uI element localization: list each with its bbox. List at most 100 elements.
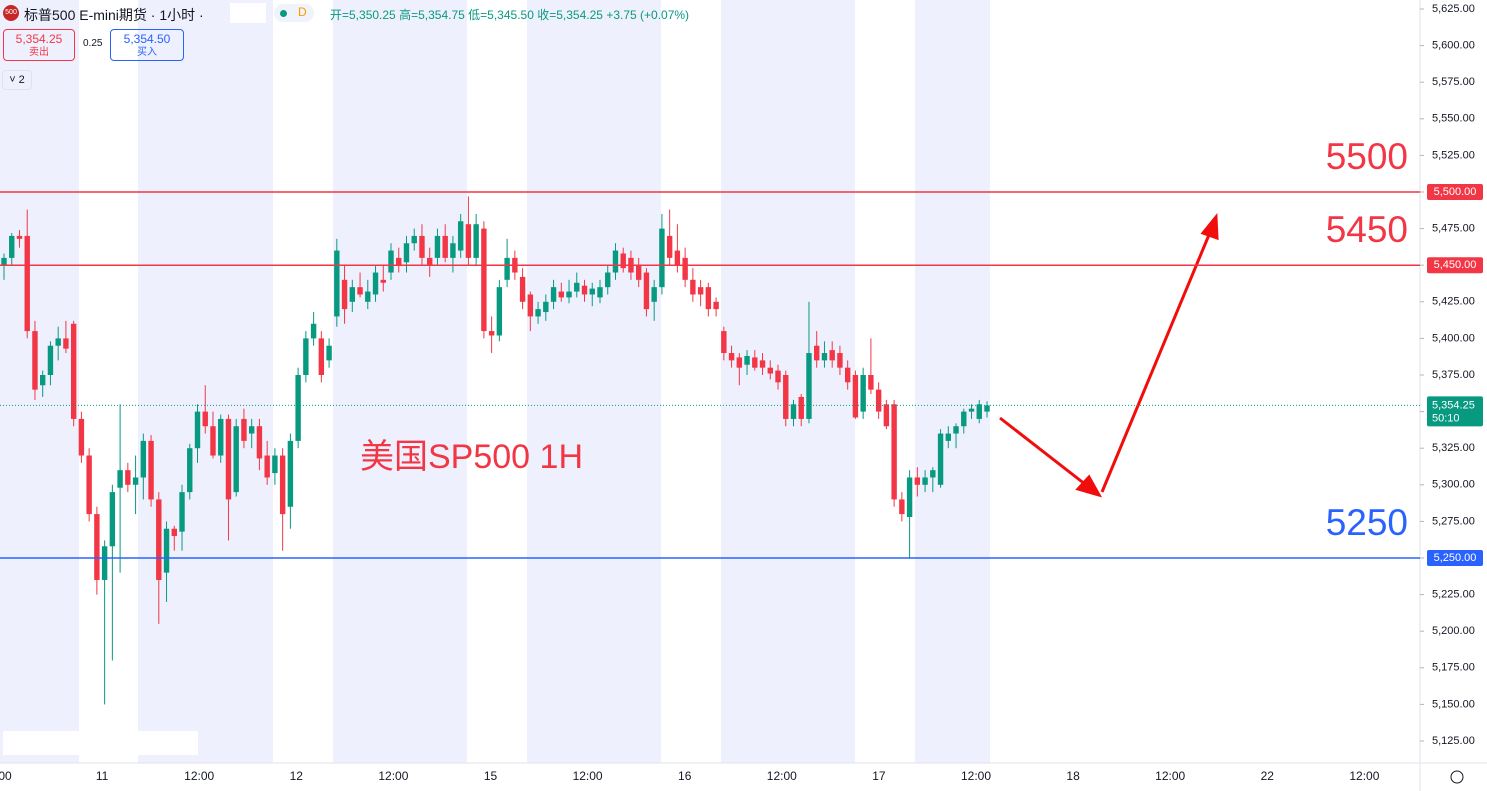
- session-shading: [0, 0, 990, 763]
- spread: 0.25: [83, 38, 103, 49]
- x-tick-label: 12: [290, 769, 304, 783]
- y-tick-label: 5,575.00: [1432, 76, 1475, 88]
- candle-body: [906, 477, 913, 518]
- candle-body: [202, 411, 208, 427]
- candle-body: [303, 338, 309, 375]
- candle-body: [109, 492, 116, 547]
- candle-body: [914, 477, 921, 485]
- status-pill: D: [274, 4, 314, 22]
- settings-icon[interactable]: [1450, 770, 1464, 784]
- candle-body: [496, 287, 503, 336]
- sell-price: 5,354.25: [15, 32, 63, 46]
- candle-body: [63, 338, 69, 349]
- candle-body: [396, 257, 402, 266]
- candle-body: [752, 357, 758, 368]
- buy-button[interactable]: 5,354.50 买入: [110, 29, 184, 61]
- redaction: [3, 731, 198, 755]
- ohlc-legend: 开=5,350.25 高=5,354.75 低=5,345.50 收=5,354…: [330, 6, 689, 23]
- session-band: [138, 0, 273, 763]
- candle-body: [179, 492, 185, 532]
- y-tick-label: 5,300.00: [1432, 479, 1475, 491]
- y-tick-label: 5,550.00: [1432, 113, 1475, 125]
- candle-body: [279, 455, 286, 515]
- candle-body: [40, 375, 46, 386]
- candle-body: [953, 426, 959, 434]
- candle-body: [543, 301, 549, 313]
- ohlc-high: 高=5,354.75: [399, 8, 465, 22]
- candle-body: [140, 440, 147, 478]
- candle-body: [527, 294, 534, 317]
- y-tick-label: 5,150.00: [1432, 698, 1475, 710]
- candle-body: [310, 323, 317, 339]
- candle-body: [295, 375, 301, 441]
- candle-body: [682, 257, 688, 280]
- candle-body: [775, 370, 781, 383]
- candle-body: [156, 499, 162, 580]
- ohlc-low: 低=5,345.50: [468, 8, 534, 22]
- candle-body: [744, 355, 750, 365]
- arrow-down: [999, 416, 1091, 490]
- candle-body: [875, 389, 882, 412]
- candle-body: [434, 235, 441, 258]
- candle-body: [705, 287, 712, 310]
- candle-body: [674, 250, 681, 266]
- candle-body: [690, 279, 696, 295]
- candle-body: [488, 331, 495, 336]
- candle-body: [821, 353, 828, 361]
- candle-body: [574, 282, 580, 292]
- x-tick-label: 00: [0, 769, 12, 783]
- candle-body: [24, 235, 30, 332]
- countdown: 50:10: [1432, 412, 1460, 424]
- candle-body: [721, 331, 727, 354]
- candle-body: [326, 345, 332, 361]
- candle-body: [427, 257, 433, 266]
- y-tick-label: 5,425.00: [1432, 296, 1475, 308]
- status-dot: [280, 10, 287, 17]
- candle-body: [403, 243, 410, 263]
- candle-body: [171, 528, 177, 537]
- candle-body: [442, 235, 448, 258]
- x-tick-label: 12:00: [573, 769, 603, 783]
- candle-body: [341, 279, 348, 310]
- candle-body: [589, 288, 595, 295]
- candle-body: [806, 353, 812, 419]
- interval-badge: D: [298, 5, 307, 19]
- candle-body: [233, 426, 239, 493]
- x-tick-label: 12:00: [1349, 769, 1379, 783]
- candle-body: [450, 243, 456, 258]
- symbol-title[interactable]: 标普500 E-mini期货 · 1小时 ·: [24, 7, 204, 23]
- candle-body: [419, 235, 425, 258]
- level-tag: [1427, 257, 1483, 274]
- indicator-toggle[interactable]: ˅ 2: [2, 70, 32, 90]
- candle-body: [651, 287, 657, 302]
- candle-body: [101, 546, 108, 580]
- candle-body: [605, 272, 611, 288]
- candle-body: [968, 408, 975, 412]
- x-tick-label: 22: [1261, 769, 1275, 783]
- candle-body: [218, 418, 224, 456]
- session-band: [915, 0, 990, 763]
- candle-body: [357, 287, 363, 295]
- candle-body: [767, 367, 773, 374]
- candle-body: [287, 440, 294, 507]
- y-tick-label: 5,375.00: [1432, 369, 1475, 381]
- sell-button[interactable]: 5,354.25 卖出: [3, 29, 75, 61]
- last-price-tag: [1427, 396, 1483, 427]
- candle-body: [481, 228, 487, 332]
- candle-body: [713, 301, 719, 310]
- y-tick-label: 5,625.00: [1432, 3, 1475, 15]
- candle-body: [187, 448, 193, 493]
- x-tick-label: 17: [872, 769, 886, 783]
- candle-body: [519, 276, 526, 302]
- candle-body: [535, 309, 541, 317]
- y-tick-label: 5,200.00: [1432, 625, 1475, 637]
- candle-body: [78, 418, 85, 456]
- level-tag-label: 5,450.00: [1434, 259, 1477, 271]
- candle-body: [86, 455, 92, 515]
- candle-body: [891, 404, 897, 500]
- level-tag-label: 5,250.00: [1434, 552, 1477, 564]
- candle-body: [194, 411, 201, 449]
- candle-body: [380, 279, 386, 283]
